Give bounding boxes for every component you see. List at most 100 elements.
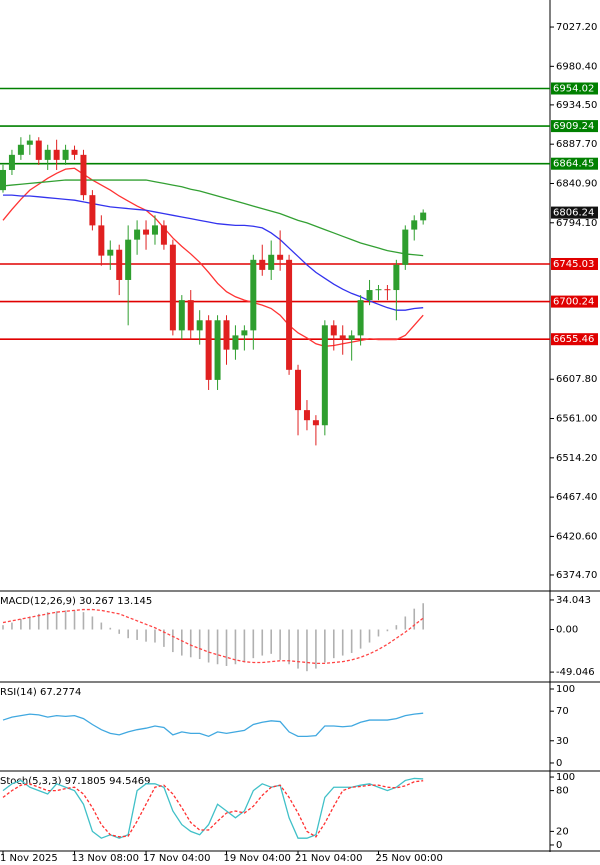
y-tick-label: 6840.90: [556, 178, 597, 189]
macd-bar: [172, 629, 174, 653]
macd-bar: [368, 629, 371, 643]
macd-bar: [29, 616, 31, 630]
candle-body: [116, 249, 123, 280]
y-tick-label: 6467.40: [556, 492, 597, 503]
macd-bar: [207, 629, 210, 663]
x-tick-label: 13 Nov 08:00: [72, 853, 139, 864]
macd-bar: [145, 629, 147, 642]
macd-bar: [20, 619, 22, 630]
macd-bar: [395, 625, 398, 630]
macd-bar: [359, 629, 362, 649]
macd-bar: [91, 616, 94, 630]
panel-title: Stoch(5,3,3) 97.1805 94.5469: [0, 776, 151, 787]
candle-body: [26, 140, 33, 145]
candle-body: [8, 154, 15, 170]
candle-body: [411, 220, 418, 230]
candle-body: [62, 149, 69, 160]
stoch-signal: [2, 780, 424, 838]
level-label: 6700.24: [553, 297, 594, 308]
macd-bar: [270, 629, 272, 654]
candle-body: [348, 335, 355, 340]
macd-bar: [55, 611, 58, 630]
candle-body: [286, 259, 293, 370]
macd-bar: [279, 629, 281, 660]
candle-body: [205, 320, 212, 380]
macd-bar: [315, 629, 317, 669]
candle-body: [303, 410, 310, 421]
macd-signal: [2, 608, 424, 665]
x-tick-label: 1 Nov 2025: [0, 853, 58, 864]
level-label: 6909.24: [553, 121, 594, 132]
y-tick-label: 6561.00: [556, 414, 597, 425]
last-price-label: 6806.24: [553, 208, 594, 219]
candle-body: [223, 320, 230, 350]
candle-body: [259, 259, 266, 270]
candle-body: [178, 300, 185, 331]
macd-bar: [350, 629, 353, 653]
candle-body: [366, 290, 373, 301]
macd-bar: [154, 629, 156, 643]
y-tick-label: 80: [556, 786, 569, 797]
macd-bar: [306, 629, 308, 672]
macd-bar: [37, 613, 40, 630]
candle-body: [107, 249, 114, 256]
macd-bar: [64, 610, 67, 630]
macd-bar: [163, 629, 165, 647]
macd-bar: [2, 625, 4, 630]
macd-bar: [189, 629, 192, 658]
candle-body: [0, 169, 6, 191]
y-tick-label: 20: [556, 826, 569, 837]
rsi-line: [2, 712, 424, 738]
macd-bar: [422, 603, 424, 630]
candle-body: [44, 149, 51, 160]
macd-bar: [225, 629, 228, 666]
candle-body: [295, 369, 302, 411]
macd-bar: [216, 629, 219, 665]
candle-body: [321, 325, 328, 426]
macd-bar: [404, 616, 407, 630]
last-price-box: [551, 206, 598, 219]
y-tick-label: 6420.60: [556, 531, 597, 542]
macd-bar: [252, 629, 255, 659]
y-tick-label: 0: [556, 758, 562, 769]
panel-title: RSI(14) 67.2774: [0, 687, 81, 698]
level-label-box: [551, 120, 598, 133]
y-tick-label: 6607.80: [556, 374, 597, 385]
y-tick-label: 6934.50: [556, 100, 597, 111]
y-tick-label: 7027.20: [556, 22, 597, 33]
y-tick-label: 0: [556, 840, 562, 851]
level-label: 6655.46: [553, 334, 594, 345]
macd-bar: [341, 629, 344, 656]
y-tick-label: 100: [556, 772, 575, 783]
candle-body: [125, 239, 132, 280]
macd-bar: [136, 629, 138, 640]
macd-bar: [82, 612, 85, 630]
candle-body: [143, 229, 150, 235]
candle-body: [196, 320, 203, 331]
panel-title: MACD(12,26,9) 30.267 13.145: [0, 596, 152, 607]
candle-body: [241, 330, 248, 336]
macd-bar: [109, 627, 112, 630]
level-label-box: [551, 333, 598, 346]
y-tick-label: 70: [556, 706, 569, 717]
level-label: 6745.03: [553, 259, 594, 270]
macd-bar: [118, 629, 121, 634]
y-tick-label: 6980.40: [556, 61, 597, 72]
candle-body: [268, 254, 275, 270]
candle-body: [80, 154, 87, 196]
y-tick-label: 0.00: [556, 625, 578, 636]
x-tick-label: 17 Nov 04:00: [143, 853, 210, 864]
candle-body: [250, 259, 257, 331]
y-tick-label: 6887.70: [556, 139, 597, 150]
candle-body: [187, 300, 194, 331]
candle-body: [98, 225, 105, 256]
macd-bar: [198, 629, 201, 660]
macd-bar: [100, 622, 103, 630]
macd-bar: [297, 629, 299, 669]
y-tick-label: 30: [556, 736, 569, 747]
candle-body: [151, 225, 158, 235]
moving-average: [3, 194, 424, 311]
macd-bar: [288, 629, 290, 665]
